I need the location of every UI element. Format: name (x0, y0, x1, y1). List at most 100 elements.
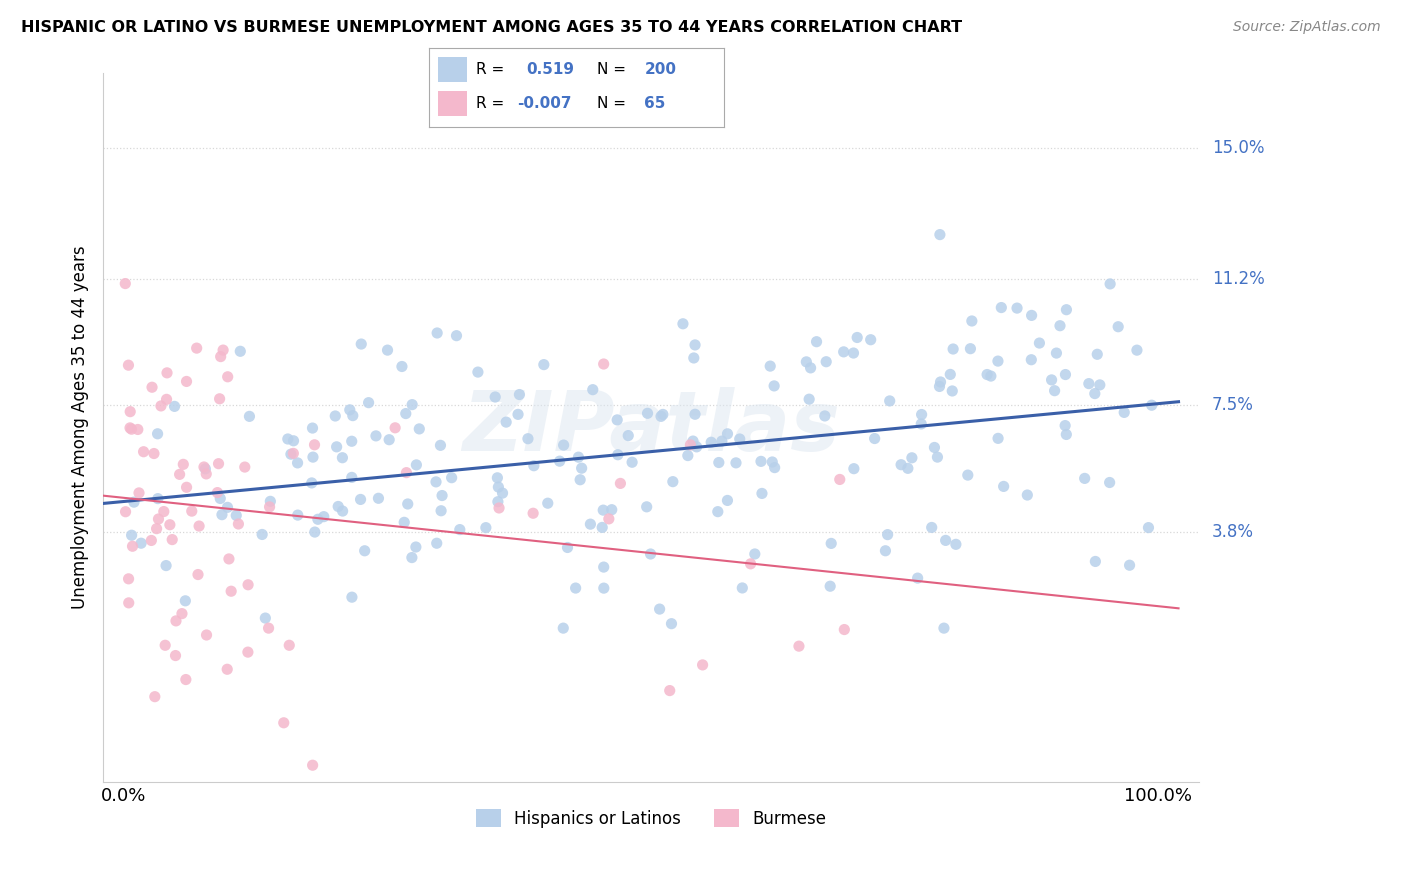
Text: ZIPatlas: ZIPatlas (463, 387, 841, 468)
Text: 200: 200 (644, 62, 676, 77)
Point (426, 326, 449, 340)
Point (129, 536, 152, 550)
Point (617, 428, 640, 442)
Point (283, 446, 305, 460)
Point (522, 506, 544, 520)
Point (787, 639, 810, 653)
Point (312, 509, 335, 524)
Point (700, 435, 723, 450)
Bar (437, 91, 467, 117)
Point (682, 351, 704, 365)
Point (1017, 488, 1039, 502)
Point (176, 375, 198, 389)
Point (636, 500, 658, 514)
Point (325, 440, 347, 454)
Point (301, 758, 323, 772)
Point (592, 560, 614, 574)
Point (302, 450, 325, 464)
Point (763, 460, 786, 475)
Point (761, 455, 783, 469)
Point (488, 500, 510, 515)
Text: -0.007: -0.007 (517, 96, 572, 112)
Point (910, 417, 932, 431)
Point (859, 333, 882, 347)
Point (495, 415, 517, 429)
Point (582, 383, 605, 397)
Point (486, 480, 509, 494)
Point (118, 421, 141, 435)
Point (405, 540, 427, 554)
Point (217, 500, 239, 515)
Point (828, 473, 851, 487)
Point (842, 461, 865, 475)
Point (401, 398, 423, 412)
Point (993, 479, 1015, 493)
Point (942, 342, 965, 356)
Point (749, 454, 772, 468)
Point (1107, 319, 1129, 334)
Point (606, 448, 628, 462)
Point (467, 365, 489, 379)
Point (1073, 471, 1095, 485)
Point (146, 426, 169, 441)
Point (277, 432, 299, 446)
Point (141, 533, 163, 548)
Point (401, 550, 423, 565)
Point (716, 493, 738, 508)
Point (759, 359, 782, 373)
Point (863, 432, 886, 446)
Point (229, 344, 252, 359)
Point (553, 438, 575, 452)
Point (236, 578, 259, 592)
Text: 3.8%: 3.8% (1212, 524, 1254, 541)
Point (1084, 386, 1107, 401)
Point (174, 673, 197, 687)
Point (287, 456, 309, 470)
Point (340, 590, 363, 604)
Point (187, 567, 209, 582)
Point (155, 558, 177, 573)
Point (928, 227, 950, 242)
Point (301, 421, 323, 435)
Point (609, 476, 631, 491)
Point (553, 621, 575, 635)
Point (328, 500, 350, 514)
Point (672, 317, 695, 331)
Point (956, 468, 979, 483)
Point (141, 380, 163, 394)
Point (740, 557, 762, 571)
Point (118, 596, 141, 610)
Point (114, 505, 136, 519)
Point (163, 400, 186, 414)
Point (280, 447, 302, 461)
Point (1126, 343, 1149, 358)
Point (799, 392, 821, 407)
Point (1040, 373, 1063, 387)
Point (209, 350, 232, 364)
Point (254, 611, 277, 625)
Point (815, 355, 838, 369)
Point (692, 657, 714, 672)
Point (676, 449, 699, 463)
Point (225, 508, 247, 523)
Point (621, 455, 644, 469)
Point (209, 491, 232, 506)
Point (928, 379, 950, 393)
Point (153, 504, 176, 518)
Point (598, 512, 620, 526)
Point (648, 602, 671, 616)
Point (165, 648, 187, 663)
Point (921, 520, 943, 534)
Point (195, 628, 218, 642)
Point (508, 387, 530, 401)
Point (683, 338, 706, 352)
Point (932, 621, 955, 635)
Point (446, 328, 468, 343)
Point (832, 344, 855, 359)
Point (1054, 368, 1077, 382)
Point (301, 475, 323, 490)
Point (364, 429, 387, 443)
Text: R =: R = (477, 96, 505, 112)
Point (440, 471, 463, 485)
Point (879, 393, 901, 408)
